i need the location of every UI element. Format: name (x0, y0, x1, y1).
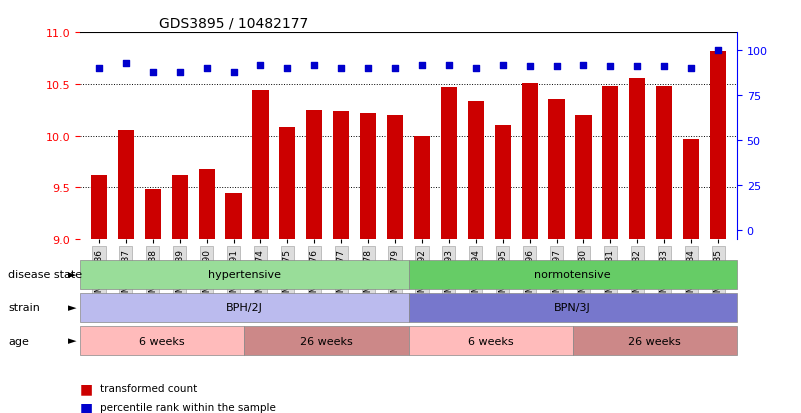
Bar (225, 193, 242, 240)
Text: BPH/2J: BPH/2J (226, 303, 263, 313)
Point (200, 66, 213, 72)
Text: GDS3895 / 10482177: GDS3895 / 10482177 (159, 17, 308, 31)
Point (254, 62, 267, 69)
Point (119, 60, 132, 67)
Point (711, 47, 724, 54)
Text: ►: ► (67, 336, 76, 346)
Point (93, 66, 106, 72)
Bar (521, 83, 537, 240)
Text: 6 weeks: 6 weeks (139, 336, 185, 346)
Text: ►: ► (67, 303, 76, 313)
Text: age: age (8, 336, 29, 346)
Text: ►: ► (67, 270, 76, 280)
Bar (710, 52, 727, 240)
Bar (333, 112, 349, 240)
Bar (91, 176, 107, 240)
Text: normotensive: normotensive (534, 270, 611, 280)
Point (469, 66, 482, 72)
Bar (252, 91, 268, 240)
Bar (549, 100, 565, 240)
Text: BPN/3J: BPN/3J (554, 303, 591, 313)
Point (604, 64, 617, 71)
Point (227, 69, 240, 76)
Bar (495, 126, 511, 240)
Bar (387, 116, 403, 240)
Point (147, 69, 159, 76)
Point (308, 62, 320, 69)
Text: ■: ■ (80, 400, 93, 413)
Point (523, 64, 536, 71)
Bar (575, 116, 592, 240)
Point (388, 66, 401, 72)
Point (577, 62, 590, 69)
Bar (630, 78, 646, 240)
Point (281, 66, 294, 72)
Bar (145, 190, 161, 240)
Point (497, 62, 509, 69)
Bar (683, 139, 699, 240)
Text: disease state: disease state (8, 270, 83, 280)
Point (362, 66, 375, 72)
Point (442, 62, 455, 69)
Bar (280, 128, 296, 240)
Point (631, 64, 644, 71)
Text: transformed count: transformed count (100, 383, 197, 393)
Text: hypertensive: hypertensive (207, 270, 281, 280)
Bar (199, 169, 215, 240)
Bar (441, 88, 457, 240)
Text: 26 weeks: 26 weeks (300, 336, 352, 346)
Point (658, 64, 670, 71)
Point (685, 66, 698, 72)
Point (173, 69, 186, 76)
Bar (306, 110, 322, 240)
Bar (602, 87, 618, 240)
Text: 26 weeks: 26 weeks (629, 336, 681, 346)
Point (335, 66, 348, 72)
Text: strain: strain (8, 303, 40, 313)
Bar (118, 131, 134, 240)
Bar (656, 87, 672, 240)
Point (416, 62, 429, 69)
Bar (171, 176, 187, 240)
Text: percentile rank within the sample: percentile rank within the sample (100, 402, 276, 412)
Point (550, 64, 563, 71)
Text: ■: ■ (80, 381, 93, 395)
Text: 6 weeks: 6 weeks (468, 336, 513, 346)
Bar (360, 114, 376, 240)
Bar (468, 102, 484, 240)
Bar (414, 136, 430, 240)
